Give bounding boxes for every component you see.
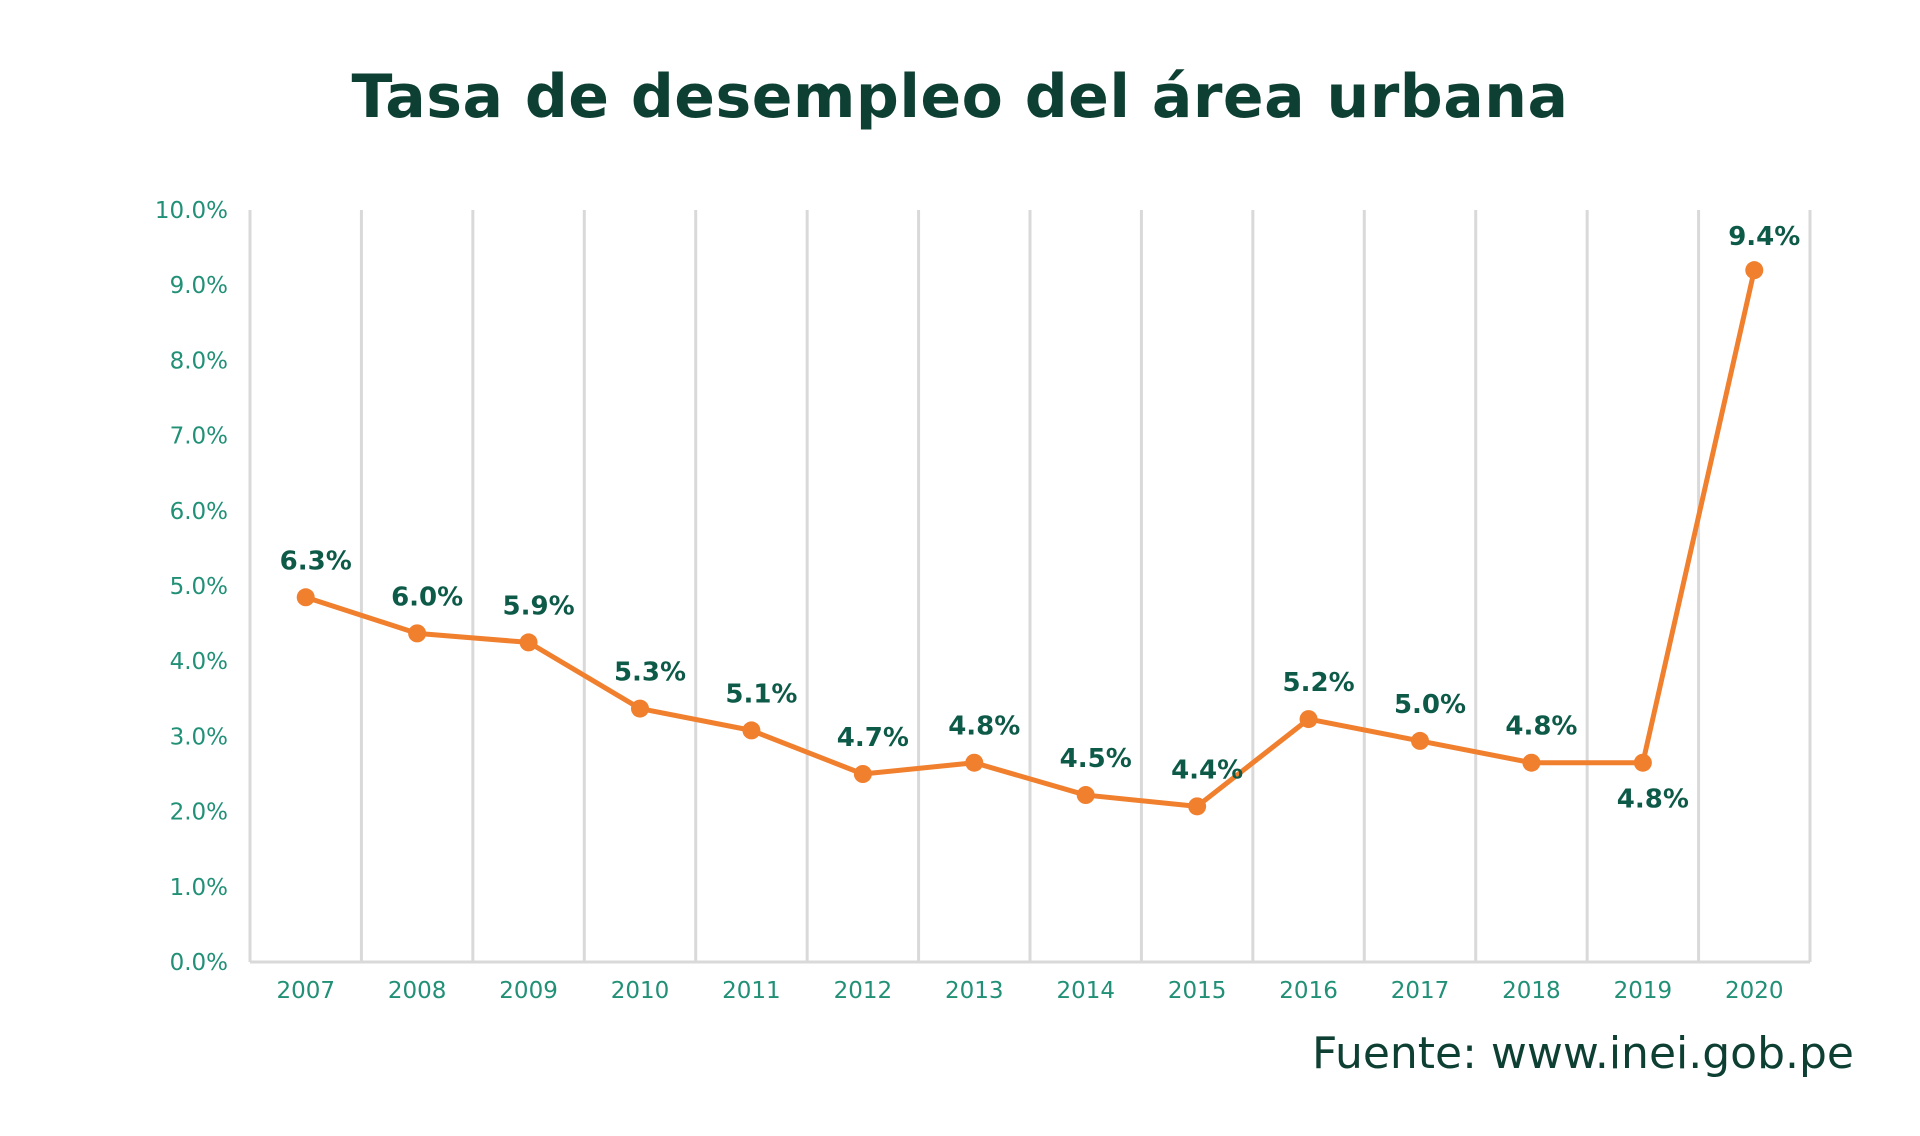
data-label: 5.9% bbox=[503, 591, 575, 621]
x-tick-label: 2013 bbox=[945, 978, 1004, 1004]
axes bbox=[248, 210, 1810, 964]
data-point bbox=[1411, 731, 1429, 750]
gridlines bbox=[359, 210, 1812, 962]
x-tick-label: 2012 bbox=[834, 978, 893, 1004]
x-tick-label: 2007 bbox=[276, 978, 335, 1004]
data-label: 5.3% bbox=[614, 658, 686, 688]
y-tick-label: 7.0% bbox=[170, 424, 228, 450]
data-point bbox=[408, 624, 427, 643]
x-tick-label: 2008 bbox=[388, 978, 447, 1004]
data-label: 6.0% bbox=[391, 582, 463, 612]
data-label: 9.4% bbox=[1728, 222, 1800, 252]
y-tick-label: 9.0% bbox=[170, 273, 228, 299]
data-point bbox=[1745, 261, 1764, 280]
x-tick-label: 2020 bbox=[1725, 978, 1784, 1004]
data-label: 4.7% bbox=[837, 723, 909, 753]
x-tick-label: 2015 bbox=[1168, 978, 1227, 1004]
data-label: 5.2% bbox=[1283, 668, 1355, 698]
x-tick-label: 2011 bbox=[722, 978, 781, 1004]
data-label: 6.3% bbox=[280, 546, 352, 576]
y-tick-label: 3.0% bbox=[170, 724, 228, 750]
source-note: Fuente: www.inei.gob.pe bbox=[1312, 1028, 1854, 1079]
data-label: 4.8% bbox=[948, 712, 1020, 742]
data-label: 5.0% bbox=[1394, 690, 1466, 720]
data-point bbox=[1299, 710, 1318, 729]
data-point bbox=[1522, 753, 1541, 772]
y-tick-label: 0.0% bbox=[170, 950, 228, 976]
x-tick-label: 2016 bbox=[1279, 978, 1338, 1004]
y-tick-label: 1.0% bbox=[170, 875, 228, 901]
series-line bbox=[303, 267, 1757, 809]
data-point bbox=[853, 765, 872, 783]
x-tick-label: 2014 bbox=[1056, 978, 1115, 1004]
x-axis-ticks: 2007 2008 2009 2010 2011 2012 2013 2014 2015 2016… bbox=[276, 978, 1783, 1004]
y-tick-label: 10.0% bbox=[155, 198, 228, 224]
data-point bbox=[1633, 753, 1652, 772]
data-points bbox=[296, 261, 1764, 816]
data-labels: 6.3% 6.0% 5.9% 5.3% 5.1% 4.7% 4.8% 4.5% 4.4% 5.2%… bbox=[280, 222, 1801, 815]
x-tick-label: 2010 bbox=[611, 978, 670, 1004]
data-point bbox=[296, 588, 315, 607]
data-label: 5.1% bbox=[725, 679, 797, 709]
chart-title: Tasa de desempleo del área urbana bbox=[351, 62, 1569, 132]
data-point bbox=[1188, 797, 1207, 816]
y-axis-ticks: 0.0% 1.0% 2.0% 3.0% 4.0% 5.0% 6.0% 7.0% 8.0% 9.0%… bbox=[155, 198, 228, 976]
y-tick-label: 5.0% bbox=[170, 574, 228, 600]
data-point bbox=[742, 721, 761, 740]
series-line-path bbox=[303, 267, 1757, 809]
y-tick-label: 4.0% bbox=[170, 649, 228, 675]
data-label: 4.5% bbox=[1060, 744, 1132, 774]
x-tick-label: 2009 bbox=[499, 978, 558, 1004]
data-point bbox=[1076, 786, 1095, 805]
x-tick-label: 2018 bbox=[1502, 978, 1561, 1004]
data-label: 4.8% bbox=[1617, 785, 1689, 815]
x-tick-label: 2017 bbox=[1391, 978, 1450, 1004]
y-tick-label: 8.0% bbox=[170, 348, 228, 374]
data-point bbox=[519, 633, 538, 652]
data-point bbox=[965, 753, 984, 772]
data-label: 4.8% bbox=[1505, 712, 1577, 742]
y-tick-label: 2.0% bbox=[170, 800, 228, 826]
y-tick-label: 6.0% bbox=[170, 499, 228, 525]
data-label: 4.4% bbox=[1171, 755, 1243, 785]
data-point bbox=[631, 699, 649, 718]
x-tick-label: 2019 bbox=[1614, 978, 1673, 1004]
